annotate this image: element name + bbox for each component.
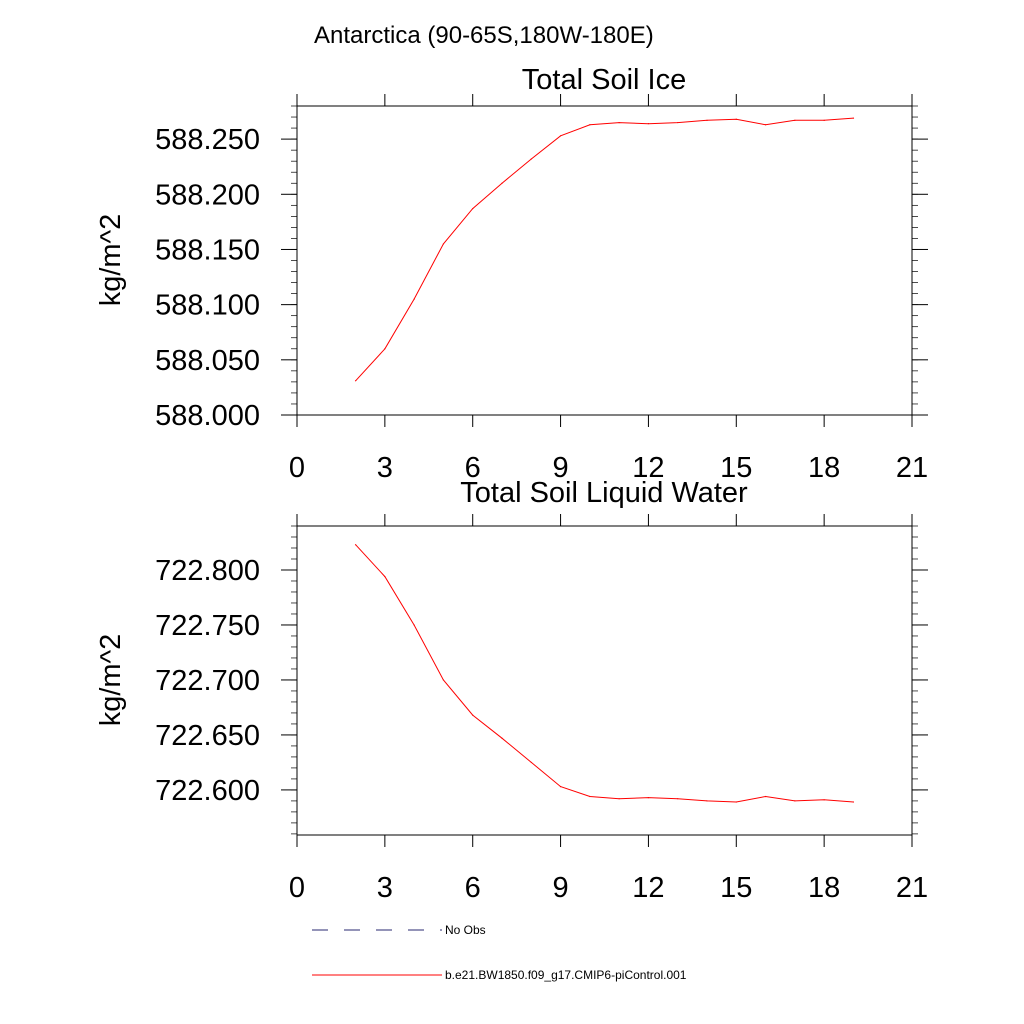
data-point xyxy=(501,182,503,184)
data-point xyxy=(384,575,386,578)
panel-title: Total Soil Ice xyxy=(522,64,686,96)
data-point xyxy=(618,121,620,124)
panel-total-soil-ice: Total Soil Ice kg/m^2 0 3 6 9 12 15 18 21 588.00… xyxy=(95,64,928,484)
data-point xyxy=(823,799,825,801)
data-point xyxy=(794,800,796,802)
data-point xyxy=(530,761,532,764)
y-tick-label: 722.750 xyxy=(155,610,260,642)
x-tick-label: 9 xyxy=(553,872,569,904)
data-point xyxy=(589,124,591,126)
x-tick-label: 3 xyxy=(377,452,393,484)
data-point xyxy=(647,123,650,125)
data-point xyxy=(530,158,532,160)
legend: No Obs b.e21.BW1850.f09_g17.CMIP6-piCont… xyxy=(312,923,687,982)
x-tick-label: 0 xyxy=(289,872,305,904)
y-tick-label: 588.250 xyxy=(155,124,260,156)
y-axis-label: kg/m^2 xyxy=(95,634,127,727)
data-point xyxy=(735,118,737,120)
legend-label-no-obs: No Obs xyxy=(445,923,486,937)
x-tick-label: 12 xyxy=(632,452,664,484)
x-tick-label: 15 xyxy=(720,872,752,904)
y-tick-label: 588.200 xyxy=(155,179,260,211)
data-point xyxy=(677,121,679,124)
y-tick-label: 588.050 xyxy=(155,345,260,377)
x-tick-label: 12 xyxy=(632,872,664,904)
data-point xyxy=(501,737,503,739)
data-point xyxy=(618,798,620,800)
plot-frame xyxy=(296,105,913,416)
x-tick-label: 3 xyxy=(377,872,393,904)
data-point xyxy=(589,795,591,798)
data-point xyxy=(354,380,357,382)
series-line xyxy=(355,544,854,803)
data-point xyxy=(559,135,562,137)
x-tick-label: 6 xyxy=(465,452,481,484)
data-point xyxy=(384,348,386,350)
y-tick-label: 722.650 xyxy=(155,720,260,752)
data-point xyxy=(764,124,767,126)
data-point xyxy=(677,798,679,800)
x-tick-label: 6 xyxy=(465,872,481,904)
data-point xyxy=(413,298,415,300)
data-point xyxy=(647,797,650,799)
data-point xyxy=(706,119,708,121)
y-tick-label: 722.800 xyxy=(155,555,260,587)
y-tick-label: 588.100 xyxy=(155,290,260,322)
x-tick-label: 18 xyxy=(808,872,840,904)
x-tick-label: 21 xyxy=(896,452,928,484)
data-point xyxy=(442,243,445,245)
x-tick-label: 0 xyxy=(289,452,305,484)
y-tick-label: 722.600 xyxy=(155,775,260,807)
legend-label-model: b.e21.BW1850.f09_g17.CMIP6-piControl.001 xyxy=(445,968,687,982)
x-tick-label: 18 xyxy=(808,452,840,484)
series-line xyxy=(355,117,854,382)
data-point xyxy=(764,795,767,798)
data-point xyxy=(852,117,855,119)
data-point xyxy=(794,119,796,121)
data-point xyxy=(852,801,855,803)
y-tick-label: 722.700 xyxy=(155,665,260,697)
x-tick-label: 9 xyxy=(553,452,569,484)
panel-title: Total Soil Liquid Water xyxy=(460,477,748,509)
data-point xyxy=(735,801,737,803)
data-point xyxy=(354,544,357,546)
data-point xyxy=(413,624,415,626)
x-tick-label: 21 xyxy=(896,872,928,904)
data-point xyxy=(823,119,825,121)
data-point xyxy=(442,679,445,681)
data-point xyxy=(472,208,474,210)
y-axis-label: kg/m^2 xyxy=(95,214,127,307)
x-tick-label: 15 xyxy=(720,452,752,484)
plot-frame xyxy=(296,525,913,836)
data-point xyxy=(559,786,562,788)
y-tick-label: 588.000 xyxy=(155,400,260,432)
data-point xyxy=(472,714,474,716)
panel-total-soil-liquid-water: Total Soil Liquid Water kg/m^2 0 3 6 9 12 15 1… xyxy=(95,477,928,904)
region-title: Antarctica (90-65S,180W-180E) xyxy=(314,22,654,49)
data-point xyxy=(706,800,708,802)
y-tick-label: 588.150 xyxy=(155,234,260,266)
